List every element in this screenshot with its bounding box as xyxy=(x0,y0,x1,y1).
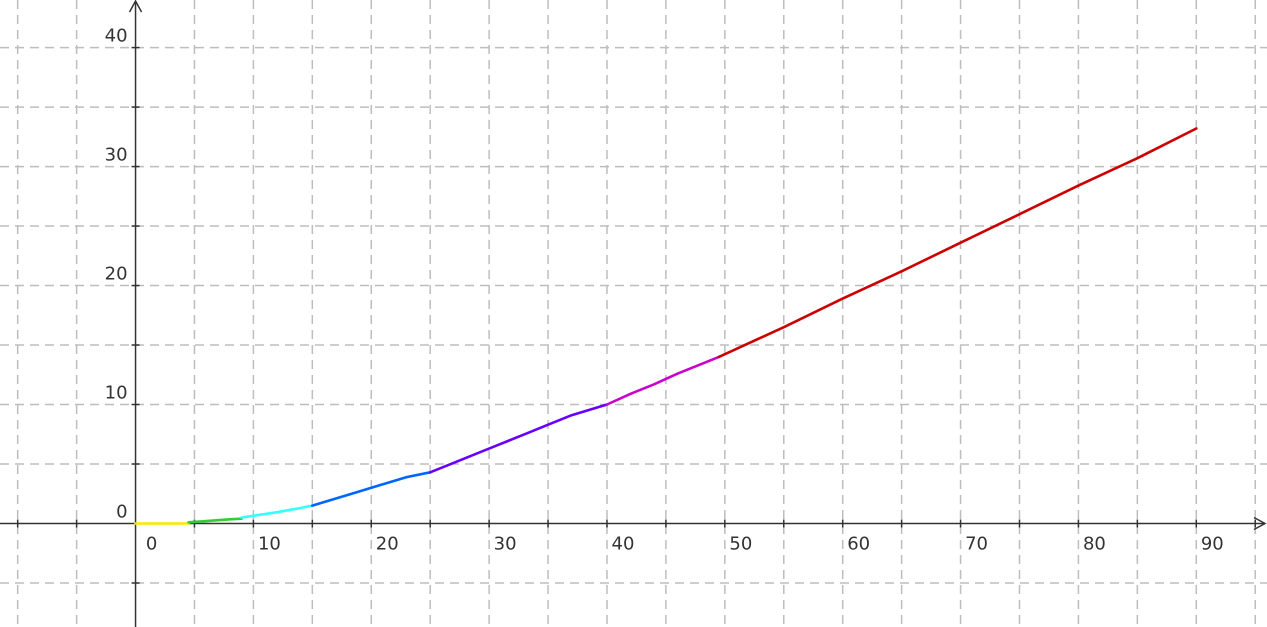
x-tick-label: 40 xyxy=(612,533,635,554)
tick-labels: 0 10 20 30 40 50 60 70 80 90 0 10 20 30 40 xyxy=(105,26,1224,555)
x-tick-label: 0 xyxy=(146,533,157,554)
x-tick-label: 70 xyxy=(965,533,988,554)
x-tick-label: 80 xyxy=(1083,533,1106,554)
x-axis-arrow xyxy=(1253,516,1267,531)
curve-segment-4 xyxy=(310,470,432,507)
x-tick-label: 60 xyxy=(847,533,870,554)
curve-segment-5 xyxy=(428,403,609,474)
curve-segment-7 xyxy=(717,127,1198,359)
x-tick-label: 20 xyxy=(376,533,399,554)
y-tick-label: 0 xyxy=(116,501,127,522)
x-tick-label: 50 xyxy=(729,533,752,554)
x-tick-label: 30 xyxy=(494,533,517,554)
curve-segment-2 xyxy=(187,517,243,524)
x-tick-label: 10 xyxy=(258,533,281,554)
curve-segment-6 xyxy=(605,355,721,406)
y-axis-arrow xyxy=(128,0,143,13)
x-tick-label: 90 xyxy=(1201,533,1224,554)
y-tick-label: 20 xyxy=(105,264,128,285)
y-tick-label: 30 xyxy=(105,145,128,166)
curve-segment-3 xyxy=(240,504,314,519)
y-tick-label: 40 xyxy=(105,26,128,47)
series-group xyxy=(134,127,1198,525)
y-tick-label: 10 xyxy=(105,383,128,404)
